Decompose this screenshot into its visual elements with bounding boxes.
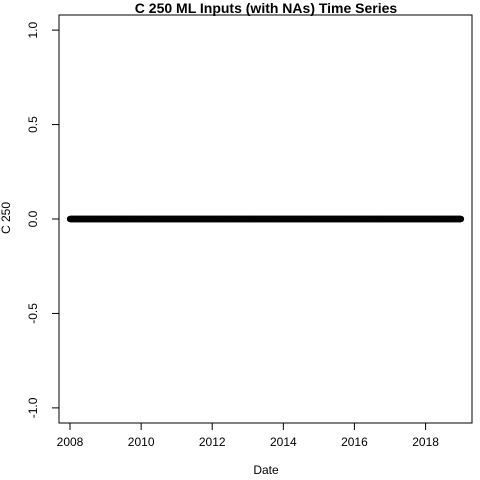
- x-tick-label: 2018: [412, 435, 439, 449]
- x-tick-label: 2010: [128, 435, 155, 449]
- y-tick-label: 0.5: [26, 116, 40, 133]
- y-tick-label: 1.0: [26, 21, 40, 38]
- x-tick-label: 2014: [270, 435, 297, 449]
- y-tick-label: 0.0: [26, 210, 40, 227]
- y-tick-label: -1.0: [26, 397, 40, 418]
- x-axis: 2008 2010 2012 2014 2016 2018: [57, 422, 439, 449]
- data-series: [66, 215, 465, 223]
- y-axis: -1.0 -0.5 0.0 0.5 1.0: [26, 21, 60, 418]
- chart-title: C 250 ML Inputs (with NAs) Time Series: [135, 0, 398, 16]
- x-axis-label: Date: [253, 463, 279, 477]
- y-tick-label: -0.5: [26, 303, 40, 324]
- data-point: [457, 215, 465, 223]
- y-axis-label: C 250: [0, 202, 13, 234]
- x-tick-label: 2008: [57, 435, 84, 449]
- x-tick-label: 2012: [199, 435, 226, 449]
- x-tick-label: 2016: [341, 435, 368, 449]
